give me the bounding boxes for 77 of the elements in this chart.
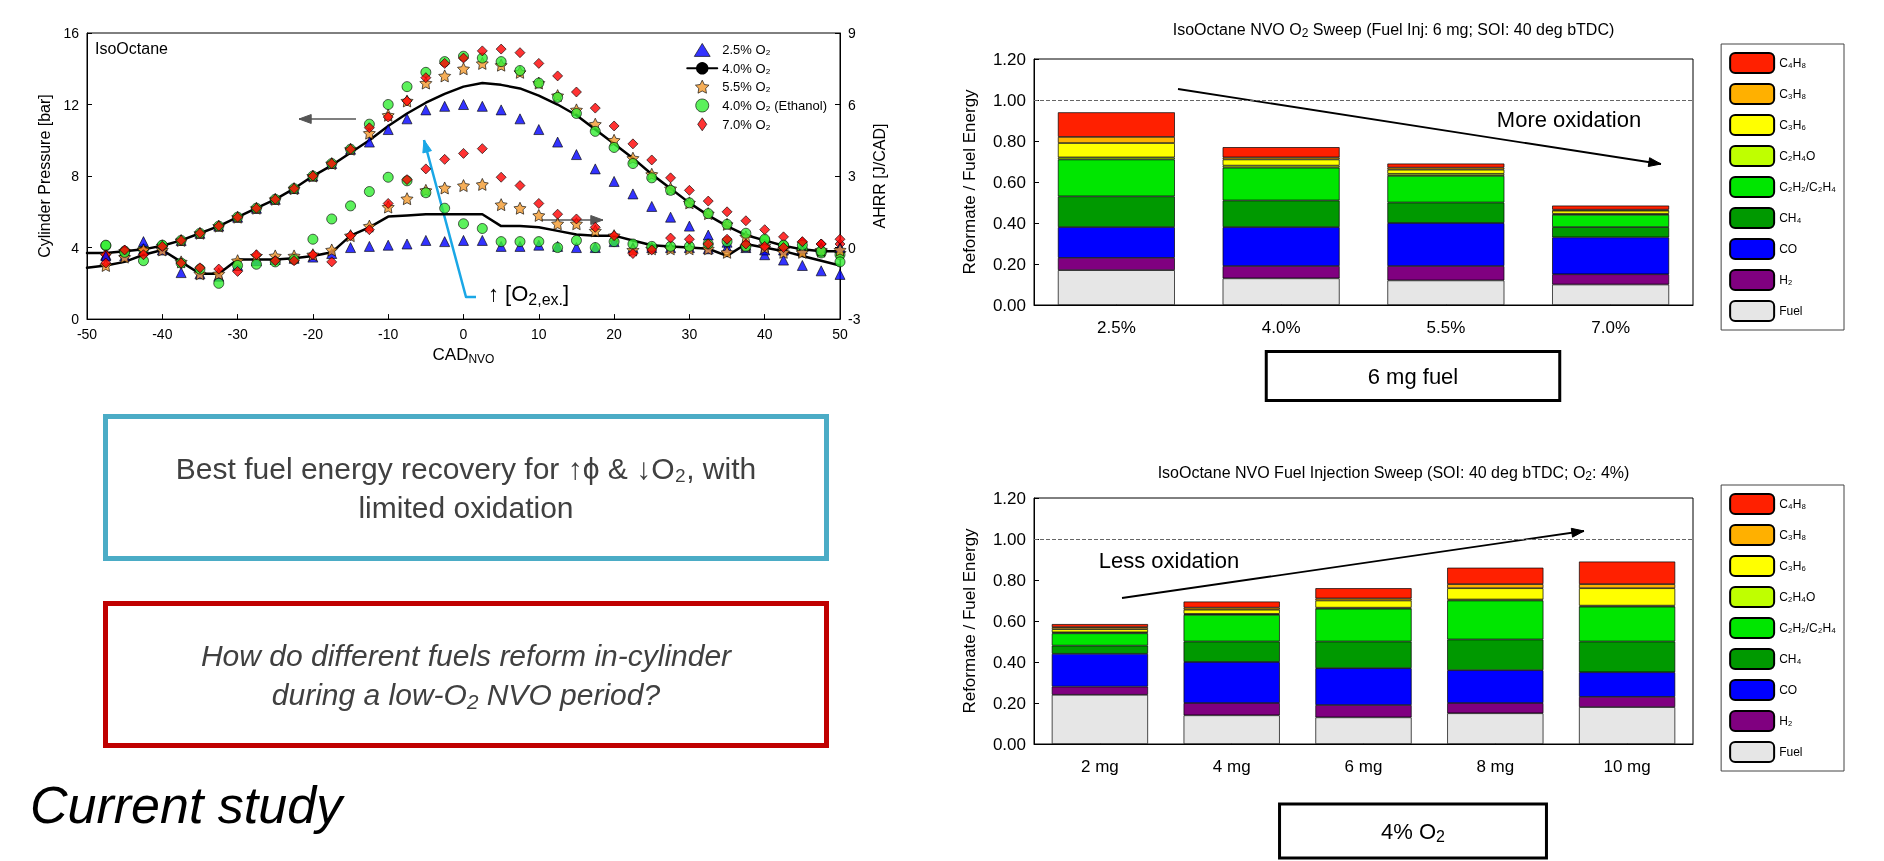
y-axis-title: Cylinder Pressure [bar] [36, 94, 54, 258]
legend-label: C₂H₂/C₂H₄ [1779, 621, 1837, 635]
x-tick-label: -40 [152, 326, 173, 343]
legend-label: CO [1779, 242, 1798, 256]
text: Current study [30, 775, 343, 835]
legend-label: 4.0% O₂ [722, 60, 771, 76]
legend-label: C₂H₄O [1779, 149, 1816, 163]
legend-label: CO [1779, 683, 1798, 697]
x-tick-label: 7.0% [1591, 318, 1630, 337]
legend-label: Fuel [1779, 745, 1803, 759]
y-tick-label: 0.60 [992, 172, 1026, 192]
legend-label: C₃H₈ [1779, 528, 1807, 542]
legend-label: 7.0% O₂ [722, 116, 771, 132]
legend-label: 5.5% O₂ [722, 79, 771, 95]
legend-label: 2.5% O₂ [722, 42, 771, 58]
y-tick-label: 0.40 [992, 213, 1026, 233]
x-tick-label: 2.5% [1097, 318, 1136, 337]
text: Best fuel energy recovery for ↑ϕ & ↓O₂, with limited oxidation [103, 414, 829, 561]
x-tick-label: 6 mg [1344, 757, 1383, 776]
text: 6 mg fuel [1367, 363, 1459, 389]
y-tick-label: 0.20 [992, 693, 1026, 713]
legend-label: C₄H₈ [1779, 497, 1807, 511]
y2-tick-label: 6 [848, 96, 856, 113]
legend-label: Fuel [1779, 304, 1803, 318]
x-tick-label: 10 mg [1603, 757, 1651, 776]
y-tick-label: 1.00 [992, 90, 1026, 110]
legend-label: C₂H₄O [1779, 590, 1816, 604]
y-tick-label: 0.60 [992, 611, 1026, 631]
text: How do different fuels reform in-cylinder during a low-O₂ NVO period? [103, 601, 829, 748]
annotation: IsoOctane [95, 39, 169, 57]
legend-label: 4.0% O₂ (Ethanol) [722, 98, 827, 113]
y-axis-title: Reformate / Fuel Energy [960, 527, 979, 714]
annotation: More oxidation [1496, 106, 1642, 132]
x-tick-label: 4.0% [1261, 318, 1301, 337]
legend-label: H₂ [1779, 273, 1793, 287]
y2-tick-label: -3 [848, 311, 861, 328]
y-tick-label: 1.00 [992, 529, 1026, 549]
x-tick-label: -10 [378, 326, 399, 343]
legend-label: CH₄ [1779, 211, 1802, 225]
legend-label: C₃H₈ [1779, 87, 1807, 101]
x-tick-label: 30 [681, 326, 698, 343]
y-tick-label: 0.80 [992, 570, 1026, 590]
x-tick-label: 10 [531, 326, 547, 343]
legend-label: C₄H₈ [1779, 56, 1807, 70]
x-tick-label: 40 [756, 326, 773, 343]
y-tick-label: 0.40 [992, 652, 1026, 672]
y-tick-label: 4 [71, 239, 80, 256]
legend-label: C₃H₆ [1779, 118, 1807, 132]
x-tick-label: 20 [606, 326, 623, 343]
y-tick-label: 8 [71, 168, 80, 185]
x-tick-label: -50 [76, 326, 98, 343]
y2-tick-label: 9 [848, 25, 856, 41]
y2-tick-label: 3 [848, 168, 856, 185]
x-tick-label: 50 [832, 326, 848, 343]
annotation: Less oxidation [1098, 547, 1240, 573]
x-tick-label: 8 mg [1476, 757, 1515, 776]
y-tick-label: 0.00 [992, 295, 1026, 315]
x-tick-label: 5.5% [1426, 318, 1466, 337]
y-tick-label: 0.20 [992, 254, 1026, 274]
y2-axis-title: AHRR [J/CAD] [870, 123, 888, 229]
legend-label: CH₄ [1779, 652, 1802, 666]
y-tick-label: 0.80 [992, 131, 1026, 151]
y-tick-label: 1.20 [992, 488, 1026, 508]
legend-label: C₃H₆ [1779, 559, 1807, 573]
y-tick-label: 0.00 [992, 734, 1026, 754]
x-tick-label: -30 [227, 326, 248, 343]
x-tick-label: 2 mg [1081, 757, 1119, 776]
x-tick-label: 4 mg [1212, 757, 1251, 776]
legend-label: H₂ [1779, 714, 1793, 728]
y-tick-label: 12 [63, 96, 80, 113]
legend-label: C₂H₂/C₂H₄ [1779, 180, 1837, 194]
x-tick-label: -20 [302, 326, 324, 343]
x-tick-label: 0 [459, 326, 468, 343]
y-axis-title: Reformate / Fuel Energy [960, 88, 979, 275]
y2-tick-label: 0 [848, 239, 856, 256]
y-tick-label: 1.20 [992, 49, 1026, 69]
y-tick-label: 16 [63, 25, 80, 41]
